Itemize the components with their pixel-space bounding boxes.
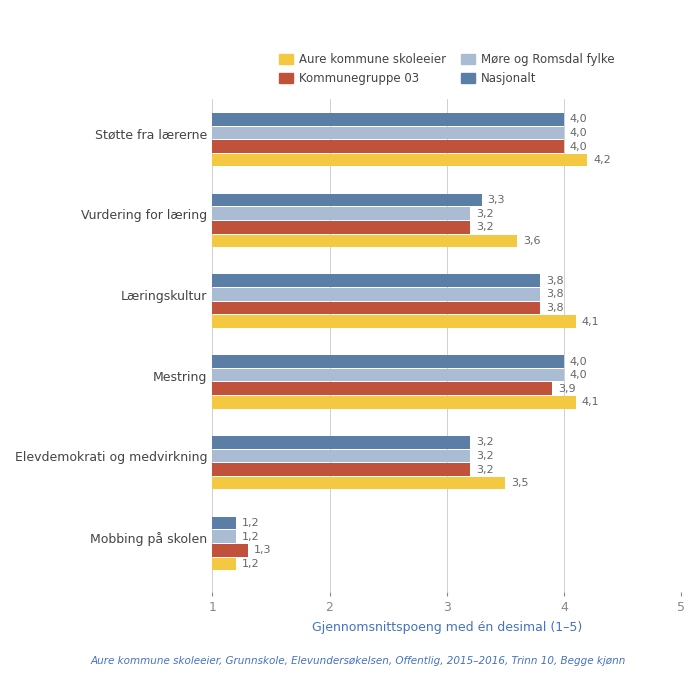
Bar	[212, 154, 587, 166]
Text: 3,9: 3,9	[558, 384, 575, 394]
Bar	[212, 463, 470, 476]
Bar	[212, 396, 575, 409]
Bar	[212, 140, 564, 153]
Bar	[212, 208, 470, 220]
Text: 3,2: 3,2	[476, 209, 494, 218]
Bar	[212, 436, 470, 449]
Text: 1,2: 1,2	[241, 531, 259, 541]
Text: 1,3: 1,3	[253, 546, 271, 555]
Bar	[212, 126, 564, 139]
Bar	[212, 450, 470, 462]
Text: 3,8: 3,8	[546, 303, 564, 313]
Text: 4,0: 4,0	[570, 356, 587, 366]
Text: 4,1: 4,1	[582, 316, 599, 327]
Bar	[212, 315, 575, 328]
Text: 3,2: 3,2	[476, 437, 494, 448]
Bar	[212, 113, 564, 126]
Bar	[212, 221, 470, 234]
Text: 3,8: 3,8	[546, 276, 564, 286]
Text: 3,6: 3,6	[523, 236, 540, 246]
Text: 3,5: 3,5	[511, 478, 528, 488]
Bar	[212, 194, 482, 206]
Text: 4,0: 4,0	[570, 370, 587, 380]
Bar	[212, 301, 540, 314]
Text: 4,0: 4,0	[570, 141, 587, 151]
Legend: Aure kommune skoleeier, Kommunegruppe 03, Møre og Romsdal fylke, Nasjonalt: Aure kommune skoleeier, Kommunegruppe 03…	[274, 49, 619, 90]
Text: 3,2: 3,2	[476, 464, 494, 475]
Bar	[212, 355, 564, 368]
Text: 1,2: 1,2	[241, 559, 259, 569]
X-axis label: Gjennomsnittspoeng med én desimal (1–5): Gjennomsnittspoeng med én desimal (1–5)	[312, 621, 582, 634]
Text: Aure kommune skoleeier, Grunnskole, Elevundersøkelsen, Offentlig, 2015–2016, Tri: Aure kommune skoleeier, Grunnskole, Elev…	[91, 656, 626, 666]
Bar	[212, 558, 236, 570]
Text: 3,3: 3,3	[488, 195, 505, 205]
Bar	[212, 288, 540, 301]
Bar	[212, 235, 517, 247]
Text: 4,0: 4,0	[570, 114, 587, 124]
Text: 4,0: 4,0	[570, 128, 587, 138]
Bar	[212, 274, 540, 287]
Text: 4,1: 4,1	[582, 397, 599, 408]
Text: 4,2: 4,2	[593, 155, 611, 165]
Bar	[212, 369, 564, 381]
Text: 3,2: 3,2	[476, 451, 494, 461]
Bar	[212, 516, 236, 529]
Text: 3,2: 3,2	[476, 222, 494, 233]
Text: 3,8: 3,8	[546, 289, 564, 299]
Text: 1,2: 1,2	[241, 518, 259, 528]
Bar	[212, 544, 248, 556]
Bar	[212, 383, 552, 395]
Bar	[212, 477, 505, 489]
Bar	[212, 530, 236, 543]
